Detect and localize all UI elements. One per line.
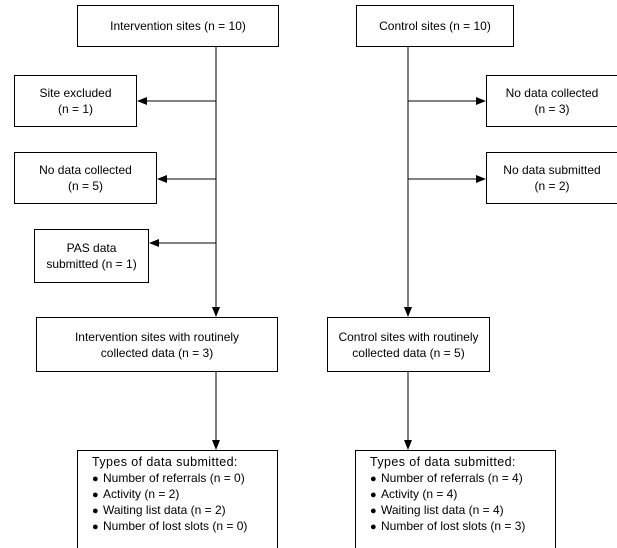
intervention-sites-box: Intervention sites (n = 10): [77, 5, 279, 47]
site-excluded-line2: (n = 1): [57, 102, 93, 116]
list-item: ● Waiting list data (n = 4): [370, 502, 504, 518]
intervention-routine-data-box: Intervention sites with routinely collec…: [36, 317, 278, 372]
intervention-routine-data-line2: collected data (n = 3): [100, 345, 214, 360]
site-excluded-line1: Site excluded: [39, 86, 112, 100]
list-item-text: Number of referrals (n = 0): [103, 471, 245, 485]
pas-data-submitted-line1: PAS data: [66, 241, 117, 255]
list-item-text: Waiting list data (n = 4): [381, 503, 504, 517]
list-item-text: Waiting list data (n = 2): [103, 503, 226, 517]
list-item-text: Number of lost slots (n = 0): [103, 519, 248, 533]
right-no-data-collected-line2: (n = 3): [534, 102, 570, 116]
intervention-sites-label: Intervention sites (n = 10): [110, 19, 246, 33]
pas-data-submitted-box: PAS data submitted (n = 1): [34, 229, 149, 283]
bullet-icon: ●: [370, 489, 377, 501]
list-item: ● Number of lost slots (n = 3): [370, 518, 525, 534]
no-data-submitted-line2: (n = 2): [534, 179, 570, 193]
control-sites-box: Control sites (n = 10): [356, 5, 514, 47]
list-item: ● Waiting list data (n = 2): [92, 502, 226, 518]
bullet-icon: ●: [92, 505, 99, 517]
list-item: ● Number of referrals (n = 4): [370, 470, 523, 486]
control-data-types-title: Types of data submitted:: [370, 455, 516, 469]
bullet-icon: ●: [370, 505, 377, 517]
list-item-text: Number of referrals (n = 4): [381, 471, 523, 485]
list-item-text: Number of lost slots (n = 3): [381, 519, 526, 533]
bullet-icon: ●: [370, 473, 377, 485]
no-data-submitted-box: No data submitted (n = 2): [486, 152, 617, 204]
no-data-submitted-line1: No data submitted: [503, 163, 601, 177]
intervention-data-types-title: Types of data submitted:: [92, 455, 238, 469]
bullet-icon: ●: [92, 489, 99, 501]
intervention-data-types-box: Types of data submitted: ● Number of refe…: [77, 450, 278, 548]
left-no-data-collected-line2: (n = 5): [67, 179, 103, 193]
control-routine-data-box: Control sites with routinely collected d…: [327, 317, 490, 372]
intervention-routine-data-line1: Intervention sites with routinely: [74, 329, 240, 344]
list-item: ● Number of referrals (n = 0): [92, 470, 245, 486]
bullet-icon: ●: [370, 521, 377, 533]
control-routine-data-line1: Control sites with routinely: [338, 329, 479, 344]
right-no-data-collected-line1: No data collected: [505, 86, 599, 100]
bullet-icon: ●: [92, 473, 99, 485]
list-item-text: Activity (n = 2): [103, 487, 180, 501]
bullet-icon: ●: [92, 521, 99, 533]
list-item: ● Activity (n = 2): [92, 486, 179, 502]
right-no-data-collected-box: No data collected (n = 3): [486, 75, 617, 127]
list-item-text: Activity (n = 4): [381, 487, 458, 501]
left-no-data-collected-box: No data collected (n = 5): [14, 152, 157, 204]
pas-data-submitted-line2: submitted (n = 1): [46, 257, 137, 271]
control-data-types-box: Types of data submitted: ● Number of refe…: [355, 450, 556, 548]
list-item: ● Activity (n = 4): [370, 486, 457, 502]
site-excluded-box: Site excluded (n = 1): [14, 75, 137, 127]
control-sites-label: Control sites (n = 10): [379, 19, 491, 33]
list-item: ● Number of lost slots (n = 0): [92, 518, 247, 534]
control-routine-data-line2: collected data (n = 5): [352, 345, 465, 360]
left-no-data-collected-line1: No data collected: [39, 163, 132, 177]
